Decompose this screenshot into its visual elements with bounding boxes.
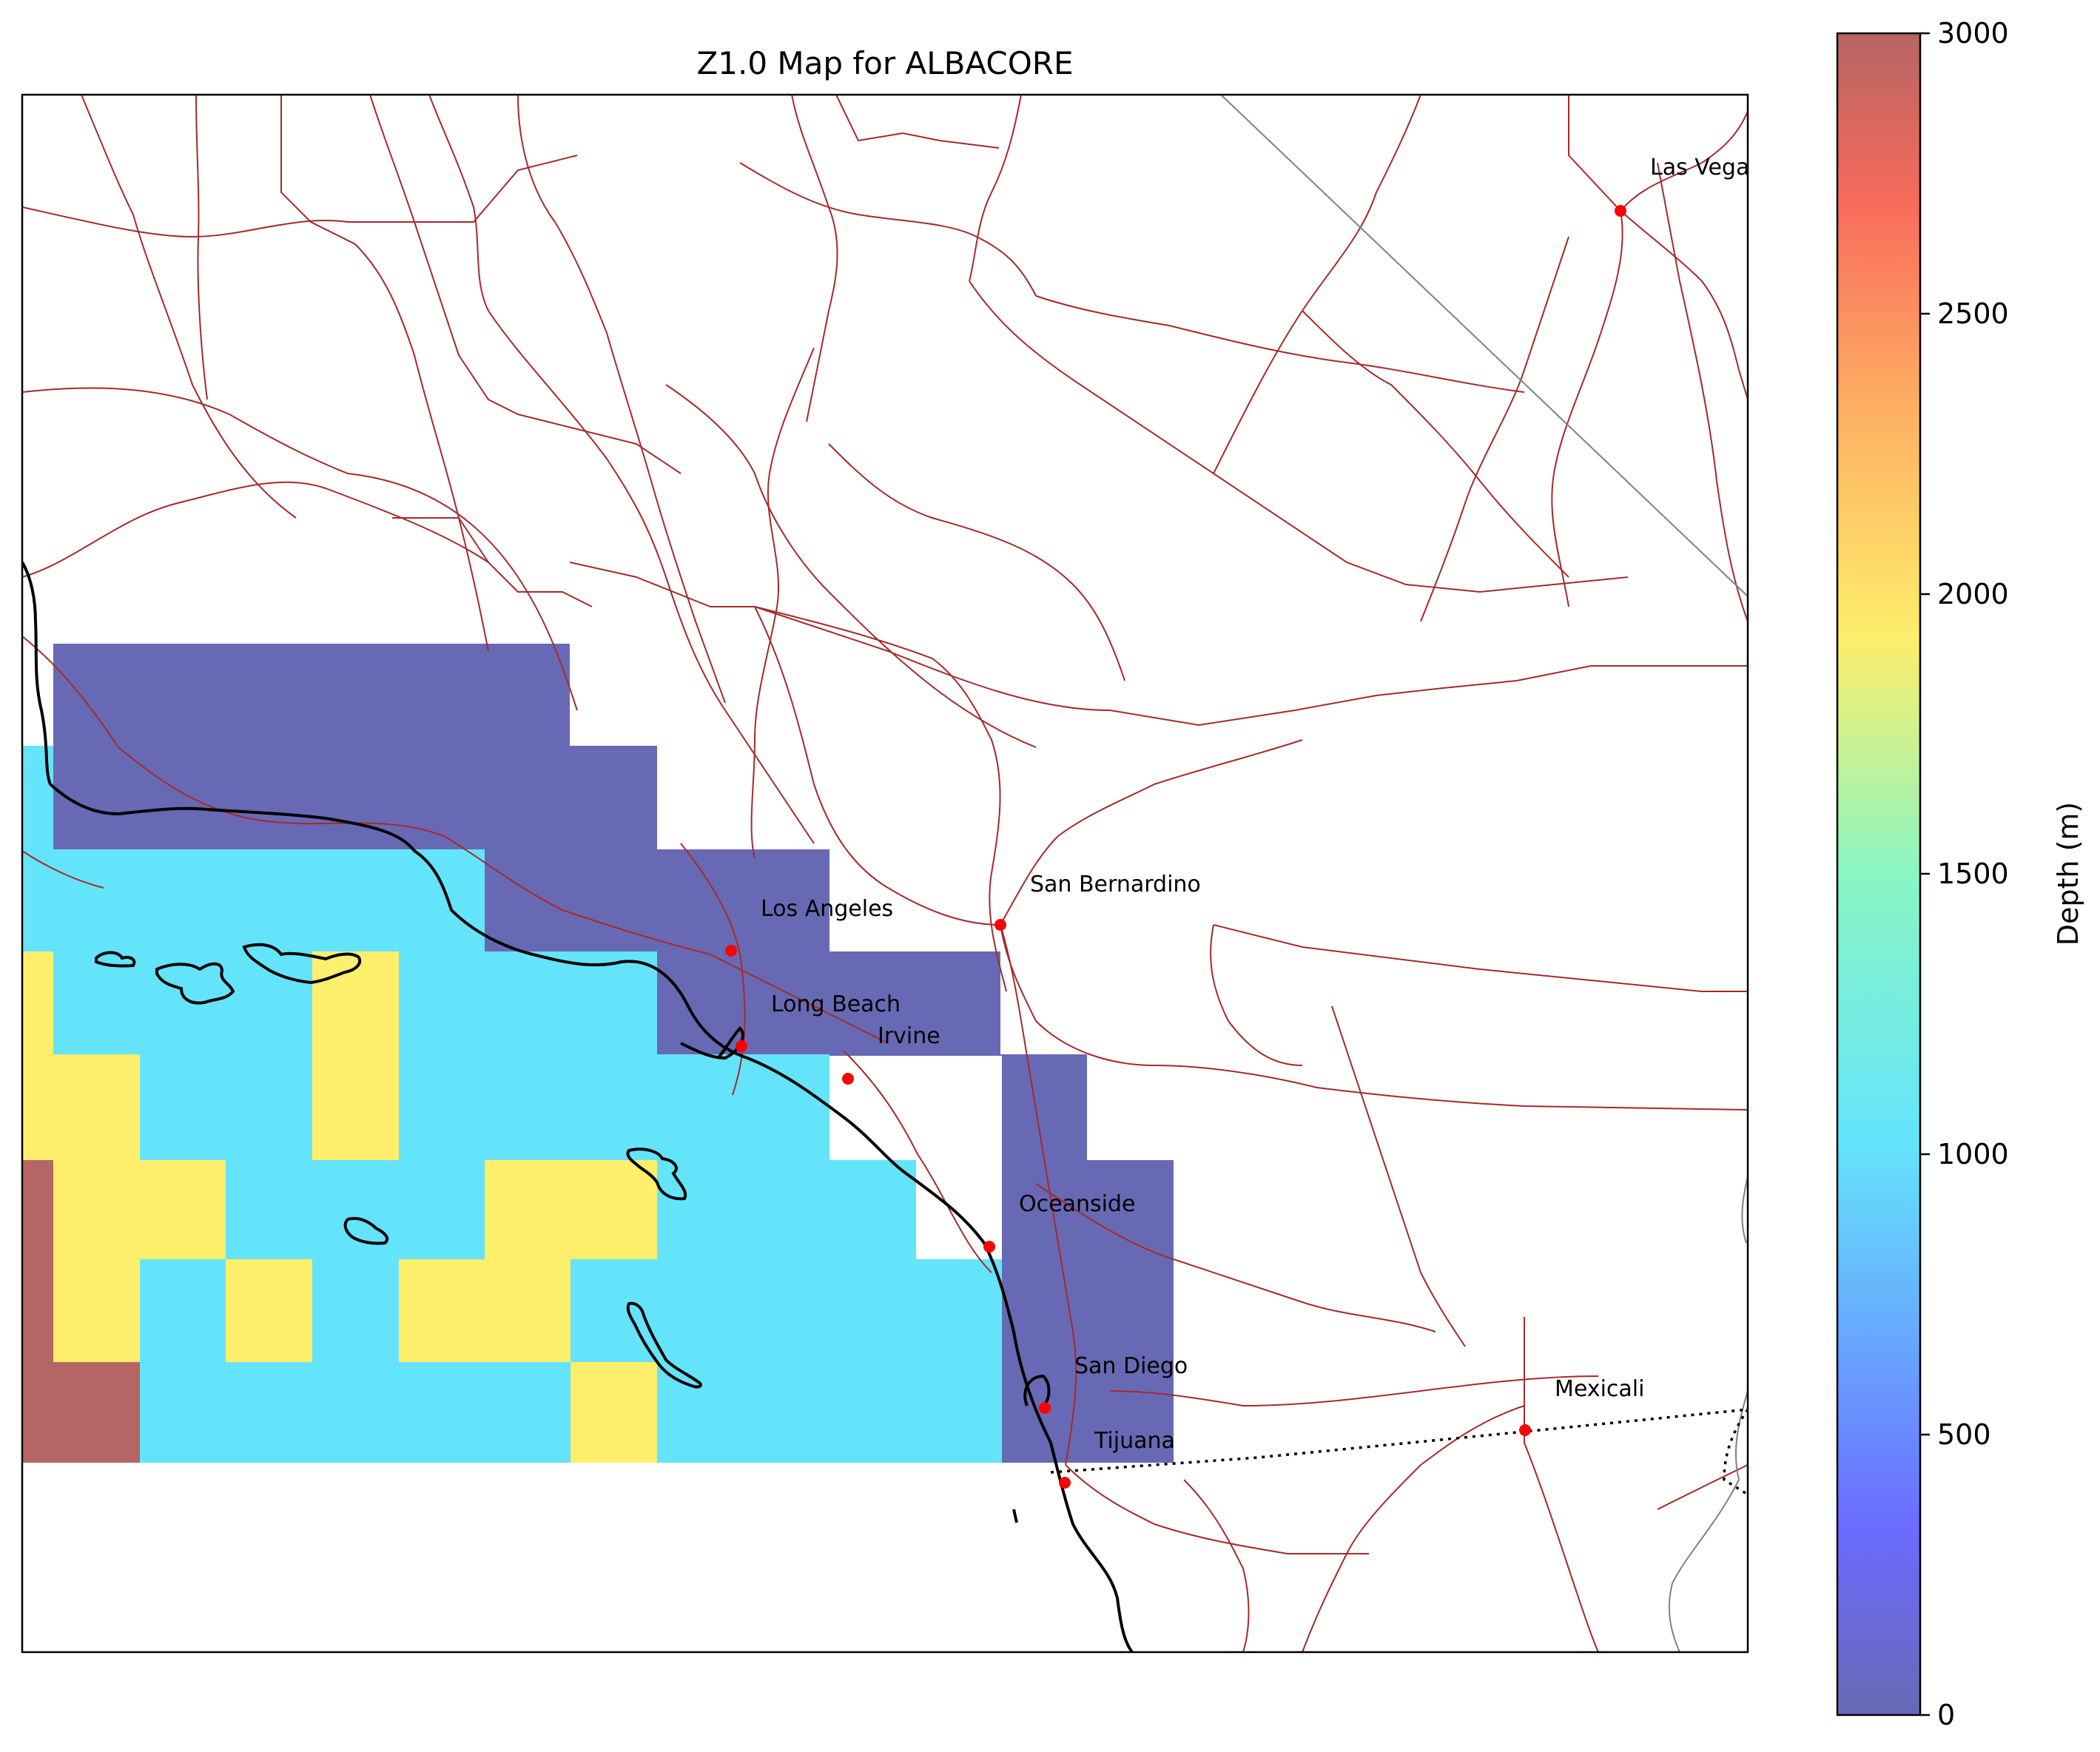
- city-label: Long Beach: [771, 991, 901, 1017]
- depth-cell-deep: [571, 1362, 657, 1463]
- road-network: [22, 95, 1748, 1652]
- coastline-fragment: [1012, 1509, 1018, 1523]
- city-label: Los Angeles: [761, 896, 893, 922]
- colorbar-tick-label: 1500: [1937, 858, 2009, 890]
- city-marker[interactable]: [983, 1241, 995, 1253]
- colorbar-gradient: [1836, 32, 1922, 1716]
- city-marker[interactable]: [1519, 1424, 1531, 1436]
- colorbar-tick-labels: 0 500 1000 1500 2000 2500 3000: [1937, 17, 2009, 1731]
- city-markers: [725, 205, 1626, 1489]
- depth-cell-deep: [53, 1160, 226, 1259]
- colorbar-tick-label: 2000: [1937, 578, 2009, 610]
- islands: [95, 943, 702, 1389]
- city-label: Tijuana: [1094, 1428, 1175, 1454]
- map-area: Las Vegas San Bernardino Los Angeles Lon…: [22, 95, 1761, 1652]
- state-boundary: [1220, 95, 1748, 597]
- city-label: Oceanside: [1019, 1191, 1135, 1217]
- depth-grid: [22, 644, 1174, 1463]
- depth-cell-deep: [312, 951, 399, 1160]
- colorbar-tick-label: 0: [1937, 1699, 1955, 1731]
- city-label: Las Vegas: [1650, 155, 1761, 181]
- international-border: [1050, 1408, 1748, 1474]
- city-marker[interactable]: [842, 1073, 854, 1085]
- city-marker[interactable]: [725, 945, 737, 957]
- map-frame: [21, 93, 1749, 1654]
- colorbar: 0 500 1000 1500 2000 2500 3000 Depth (m): [1836, 17, 2084, 1731]
- city-marker[interactable]: [1059, 1477, 1071, 1489]
- colorbar-tick-label: 500: [1937, 1418, 1991, 1451]
- map-title: Z1.0 Map for ALBACORE: [696, 45, 1073, 81]
- depth-cell-deep: [53, 1259, 140, 1362]
- depth-cell-deepest: [22, 1362, 140, 1463]
- colorbar-label: Depth (m): [2052, 802, 2084, 946]
- colorbar-tick-label: 1000: [1937, 1138, 2009, 1170]
- coastline: [22, 561, 1134, 1652]
- depth-cell-shallow: [53, 644, 1174, 1463]
- depth-cell-deep: [485, 1160, 657, 1259]
- state-boundary: [1668, 1176, 1748, 1652]
- colorbar-tick-label: 2500: [1937, 297, 2009, 330]
- depth-cell-deep: [226, 1259, 312, 1362]
- city-marker[interactable]: [995, 919, 1006, 931]
- city-marker[interactable]: [736, 1040, 747, 1052]
- depth-cell-deep: [22, 1054, 140, 1167]
- colorbar-tick-label: 3000: [1937, 17, 2009, 50]
- city-labels: Las Vegas San Bernardino Los Angeles Lon…: [761, 155, 1761, 1454]
- city-label: San Diego: [1074, 1353, 1188, 1379]
- depth-cell-deep: [399, 1259, 571, 1362]
- city-label: San Bernardino: [1030, 872, 1201, 897]
- city-label: Mexicali: [1555, 1376, 1644, 1402]
- city-marker[interactable]: [1039, 1402, 1051, 1414]
- colorbar-ticks: [1920, 32, 1930, 1716]
- city-marker[interactable]: [1615, 205, 1626, 217]
- city-label: Irvine: [878, 1023, 940, 1049]
- international-border: [1723, 1409, 1748, 1496]
